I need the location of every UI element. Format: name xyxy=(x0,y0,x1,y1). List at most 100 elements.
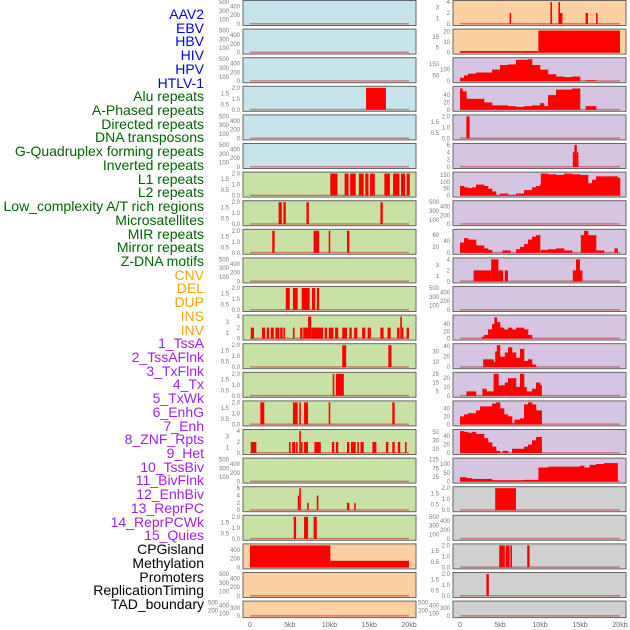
baseline xyxy=(250,223,409,225)
data-bar xyxy=(494,317,498,339)
data-bar xyxy=(466,478,473,482)
data-bar xyxy=(520,373,525,396)
data-bar xyxy=(540,103,545,110)
data-bar xyxy=(335,442,339,453)
y-tick-label: 300 xyxy=(219,66,230,72)
data-bar xyxy=(596,250,605,253)
track-panel: 0.00.51.01.52.0 xyxy=(431,543,627,571)
y-tick-label: 100 xyxy=(429,611,440,617)
x-tick-label: 15kb xyxy=(572,622,587,629)
data-bar xyxy=(464,414,469,425)
data-bar xyxy=(548,74,557,82)
data-bar xyxy=(548,95,557,110)
track-panel: 0 10 20 30 40 xyxy=(432,343,627,371)
y-tick-label: 200 xyxy=(230,156,241,162)
data-bar xyxy=(540,173,549,196)
data-bar xyxy=(495,488,516,511)
y-tick-label: 0.5 xyxy=(221,417,230,423)
y-tick-label: 0 xyxy=(447,308,451,314)
y-tick-label: 0 xyxy=(447,537,451,543)
data-bar xyxy=(540,184,542,196)
baseline xyxy=(460,309,620,311)
data-bar xyxy=(585,80,597,82)
y-tick-label: 2.0 xyxy=(232,515,241,521)
track-label: L2 repeats xyxy=(137,184,204,201)
track-label: HPV xyxy=(175,60,204,77)
data-bar xyxy=(500,408,505,425)
data-bar xyxy=(524,244,529,253)
baseline xyxy=(250,166,409,168)
y-tick-label: 1.0 xyxy=(442,497,451,503)
data-bar xyxy=(397,327,400,339)
data-bar xyxy=(299,488,301,511)
data-bar xyxy=(580,235,585,253)
y-tick-label: 100 xyxy=(429,532,440,538)
y-tick-label: 2.0 xyxy=(232,86,241,92)
y-tick-label: 500 xyxy=(219,29,230,35)
data-bar xyxy=(460,477,467,482)
track-panel: 0 1 2 3 4 xyxy=(226,429,417,457)
data-bar xyxy=(492,446,497,453)
y-tick-label: 50 xyxy=(432,73,439,79)
y-tick-label: 50 xyxy=(443,471,450,477)
y-tick-label: 15 xyxy=(432,35,439,41)
data-bar xyxy=(462,91,467,110)
baseline xyxy=(250,509,409,511)
data-bar xyxy=(278,202,282,225)
y-tick-label: 0 xyxy=(237,451,241,457)
data-bar xyxy=(466,98,477,110)
y-tick-label: 0.5 xyxy=(221,360,230,366)
y-tick-label: 2 xyxy=(237,440,241,446)
y-tick-label: 2 xyxy=(237,501,241,507)
y-tick-label: 0 xyxy=(447,222,451,228)
data-bar xyxy=(466,116,470,139)
y-tick-label: 0 xyxy=(447,22,451,28)
data-bar xyxy=(500,193,509,196)
y-tick-label: 1.5 xyxy=(431,549,440,555)
panel-background xyxy=(242,114,417,141)
y-tick-label: 0 xyxy=(237,565,241,571)
data-bar xyxy=(512,423,515,425)
data-bar xyxy=(492,69,501,82)
y-tick-label: 0 xyxy=(237,279,241,285)
baseline xyxy=(250,194,409,197)
data-bar xyxy=(524,387,527,396)
data-bar xyxy=(316,495,319,511)
data-bar xyxy=(472,431,477,453)
y-tick-label: 400 xyxy=(230,548,241,554)
data-bar xyxy=(261,327,266,339)
panel-background xyxy=(452,572,627,598)
y-tick-label: 1.5 xyxy=(431,578,440,584)
data-bar xyxy=(283,202,286,225)
data-bar xyxy=(297,495,300,511)
data-bar xyxy=(335,327,339,339)
data-bar xyxy=(527,545,530,568)
y-tick-label: 0 xyxy=(237,165,241,171)
baseline xyxy=(250,615,409,617)
y-tick-label: 0.5 xyxy=(221,303,230,309)
y-tick-label: 6 xyxy=(237,486,241,492)
data-bar xyxy=(476,245,485,253)
baseline xyxy=(460,166,620,168)
baseline xyxy=(250,537,409,540)
data-bar xyxy=(585,106,597,110)
y-tick-label: 200 xyxy=(440,299,451,305)
y-tick-label: 30 xyxy=(432,438,439,444)
baseline xyxy=(460,23,620,25)
data-bar xyxy=(401,173,406,196)
panel-background xyxy=(452,314,627,341)
y-tick-label: 200 xyxy=(230,271,241,277)
y-tick-label: 2.0 xyxy=(442,486,451,492)
x-tick-label: 5kb xyxy=(284,622,295,629)
data-bar xyxy=(483,359,489,368)
track-label: Alu repeats xyxy=(133,88,204,105)
data-bar xyxy=(484,334,489,339)
data-bar xyxy=(524,106,533,110)
y-tick-label: 0.5 xyxy=(431,560,440,566)
y-tick-label: 500 xyxy=(219,257,230,263)
y-tick-label: 2.0 xyxy=(442,572,451,578)
track-panel: 0 200 400 xyxy=(230,543,417,571)
